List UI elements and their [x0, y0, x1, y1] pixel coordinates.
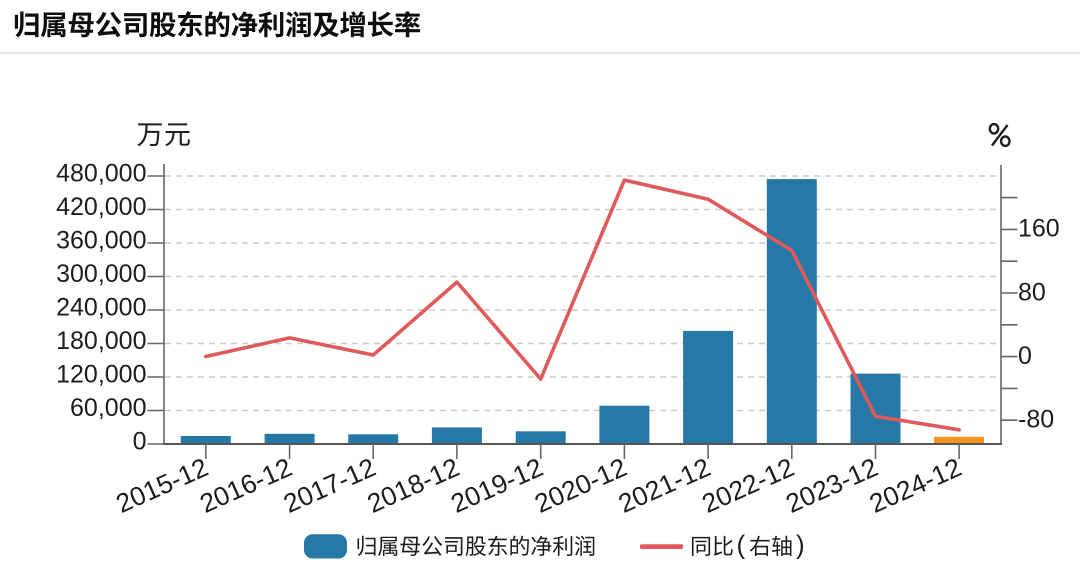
svg-text:420,000: 420,000 [56, 193, 146, 221]
svg-text:): ) [796, 530, 805, 560]
svg-text:-80: -80 [1018, 406, 1054, 434]
svg-text:360,000: 360,000 [56, 227, 146, 255]
svg-text:80: 80 [1018, 278, 1046, 306]
svg-text:120,000: 120,000 [56, 361, 146, 389]
svg-text:480,000: 480,000 [56, 160, 146, 188]
svg-text:160: 160 [1018, 215, 1060, 243]
svg-text:240,000: 240,000 [56, 294, 146, 322]
svg-text:180,000: 180,000 [56, 327, 146, 355]
svg-text:0: 0 [133, 428, 147, 456]
svg-text:300,000: 300,000 [56, 260, 146, 288]
svg-text:(: ( [737, 530, 746, 560]
svg-text:0: 0 [1018, 342, 1032, 370]
svg-text:60,000: 60,000 [70, 394, 146, 422]
